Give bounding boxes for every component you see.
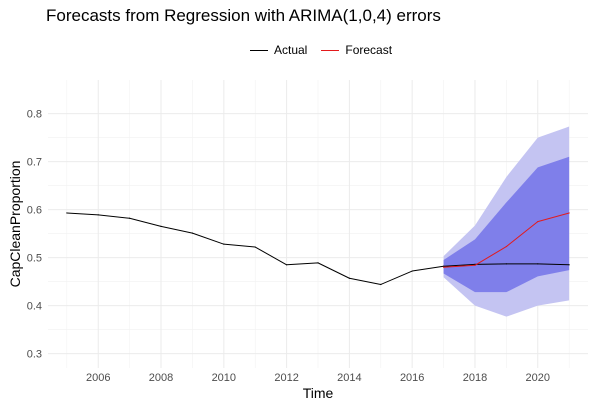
prediction-intervals (443, 126, 570, 317)
data-point-actual (223, 243, 225, 245)
data-point-forecast (442, 266, 445, 268)
x-axis-title: Time (303, 385, 334, 401)
axes: 2006 2008 2010 2012 2014 2016 2018 2020 0.3 0.4 0.… (7, 109, 550, 401)
y-tick-label: 0.5 (27, 253, 42, 265)
x-tick-label: 2008 (149, 372, 173, 384)
y-tick-label: 0.6 (27, 205, 42, 217)
series-lines (66, 212, 570, 286)
legend-swatch-forecast (321, 49, 340, 51)
x-tick-label: 2006 (86, 372, 110, 384)
data-point-actual (97, 214, 99, 216)
x-tick-label: 2014 (337, 372, 361, 384)
legend: Actual Forecast (250, 43, 406, 57)
y-tick-label: 0.8 (27, 109, 42, 121)
chart-title: Forecasts from Regression with ARIMA(1,0… (46, 6, 441, 25)
data-point-actual (191, 232, 194, 234)
x-tick-label: 2010 (212, 372, 236, 384)
data-point-actual (537, 263, 539, 265)
data-point-forecast (568, 212, 570, 214)
y-tick-label: 0.4 (27, 301, 42, 313)
interval-band-80 (443, 156, 570, 293)
data-point-actual (129, 217, 131, 219)
x-tick-label: 2012 (274, 372, 298, 384)
data-point-actual (286, 264, 288, 266)
x-tick-label: 2016 (400, 372, 424, 384)
legend-item-actual: Actual (250, 43, 307, 57)
legend-label-actual: Actual (274, 43, 308, 57)
y-tick-label: 0.3 (27, 349, 42, 361)
data-point-forecast (474, 264, 476, 266)
data-point-forecast (505, 245, 507, 248)
data-point-actual (380, 283, 382, 286)
data-point-forecast (537, 221, 539, 223)
data-point-actual (411, 270, 413, 272)
legend-swatch-actual (250, 49, 268, 51)
y-axis-title: CapCleanProportion (7, 161, 23, 288)
y-tick-label: 0.7 (27, 157, 42, 169)
x-tick-label: 2018 (463, 372, 487, 384)
data-point-actual (66, 212, 68, 214)
data-point-actual (442, 265, 445, 267)
x-tick-label: 2020 (526, 372, 550, 384)
data-point-actual (317, 262, 319, 264)
data-point-actual (348, 277, 350, 279)
data-point-actual (254, 246, 256, 248)
data-point-actual (505, 263, 507, 265)
legend-label-forecast: Forecast (345, 43, 393, 57)
data-point-actual (568, 264, 570, 266)
data-point-actual (160, 225, 162, 227)
legend-item-forecast: Forecast (321, 43, 392, 57)
